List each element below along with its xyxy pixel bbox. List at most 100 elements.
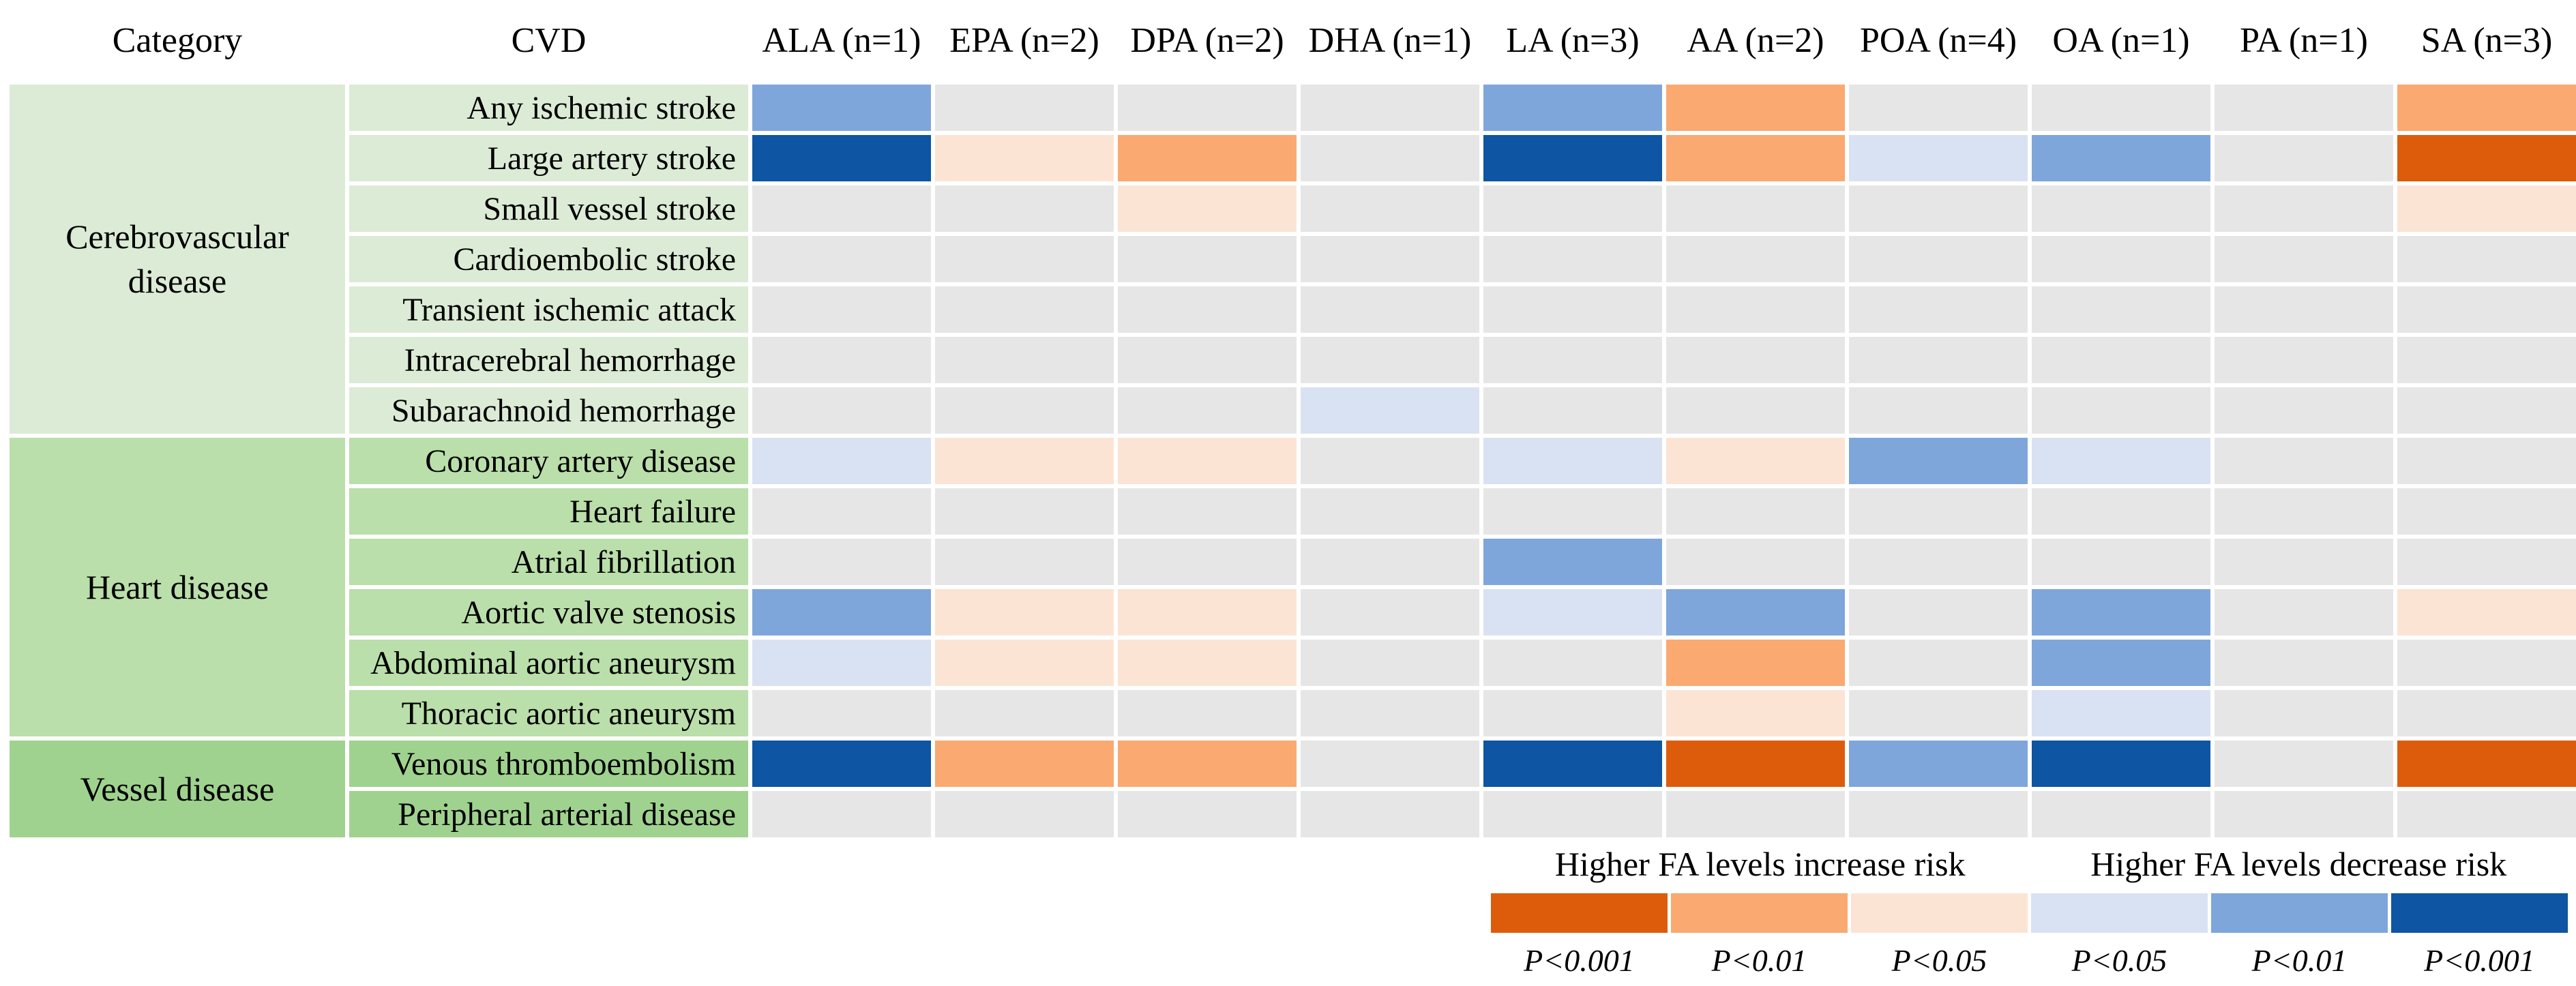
heatmap-cell <box>1666 337 1845 383</box>
cvd-row-label: Small vessel stroke <box>349 185 748 232</box>
heatmap-cell <box>1118 387 1297 434</box>
heatmap-cell <box>1666 438 1845 484</box>
heatmap-cell <box>2215 640 2393 686</box>
heatmap-cell <box>935 185 1114 232</box>
heatmap-cell <box>1118 337 1297 383</box>
legend-swatch <box>2211 893 2388 933</box>
heatmap-cell <box>1849 589 2028 636</box>
heatmap-cell <box>1849 135 2028 181</box>
heatmap-cell <box>2215 185 2393 232</box>
heatmap-cell <box>752 236 931 282</box>
fa-column-header: EPA (n=2) <box>935 0 1114 80</box>
legend-swatch <box>1491 893 1668 933</box>
heatmap-cell <box>752 791 931 837</box>
heatmap-cell <box>752 690 931 736</box>
heatmap-cell <box>935 135 1114 181</box>
heatmap-cell <box>1483 690 1662 736</box>
heatmap-cell <box>935 387 1114 434</box>
legend-p-label: P<0.01 <box>1711 943 1807 978</box>
heatmap-cell <box>1483 236 1662 282</box>
heatmap-cell <box>2032 640 2210 686</box>
heatmap-cell <box>1849 185 2028 232</box>
legend-swatch <box>1851 893 2028 933</box>
heatmap-cell <box>2032 236 2210 282</box>
heatmap-cell <box>752 640 931 686</box>
cvd-row-label: Aortic valve stenosis <box>349 589 748 636</box>
heatmap-cell <box>1666 286 1845 333</box>
heatmap-cell <box>2397 438 2576 484</box>
heatmap-cell <box>1483 337 1662 383</box>
fa-column-header: AA (n=2) <box>1666 0 1845 80</box>
heatmap-cell <box>1666 387 1845 434</box>
heatmap-cell <box>2032 589 2210 636</box>
cvd-row-label: Intracerebral hemorrhage <box>349 337 748 383</box>
heatmap-cell <box>752 185 931 232</box>
legend-p-label: P<0.05 <box>2071 943 2167 978</box>
cvd-row-label: Subarachnoid hemorrhage <box>349 387 748 434</box>
heatmap-cell <box>935 286 1114 333</box>
heatmap-cell <box>2397 337 2576 383</box>
heatmap-cell <box>1301 185 1479 232</box>
heatmap-cell <box>1666 539 1845 585</box>
heatmap-cell <box>935 539 1114 585</box>
heatmap-cell <box>2397 85 2576 131</box>
heatmap-cell <box>1118 286 1297 333</box>
heatmap-cell <box>2215 387 2393 434</box>
heatmap-cell <box>1301 337 1479 383</box>
legend: Higher FA levels increase risk Higher FA… <box>1491 844 2568 978</box>
heatmap-cell <box>2397 185 2576 232</box>
heatmap-table: Category CVD ALA (n=1) EPA (n=2) DPA (n=2) DH… <box>10 0 2576 837</box>
legend-swatch-row <box>1491 893 2568 933</box>
heatmap-cell <box>935 791 1114 837</box>
heatmap-cell <box>1301 589 1479 636</box>
heatmap-cell <box>2215 337 2393 383</box>
heatmap-cell <box>1118 85 1297 131</box>
heatmap-cell <box>2397 640 2576 686</box>
heatmap-cell <box>1666 488 1845 535</box>
heatmap-cell <box>1666 791 1845 837</box>
heatmap-cell <box>2215 135 2393 181</box>
heatmap-cell <box>752 539 931 585</box>
heatmap-cell <box>1118 488 1297 535</box>
heatmap-cell <box>2397 539 2576 585</box>
heatmap-cell <box>2032 690 2210 736</box>
heatmap-cell <box>1849 690 2028 736</box>
fa-column-header: SA (n=3) <box>2397 0 2576 80</box>
heatmap-cell <box>1666 741 1845 787</box>
category-cell: Heart disease <box>10 438 345 736</box>
fa-column-header: POA (n=4) <box>1849 0 2028 80</box>
heatmap-cell <box>1118 741 1297 787</box>
heatmap-cell <box>2397 791 2576 837</box>
heatmap-cell <box>1483 589 1662 636</box>
heatmap-cell <box>1666 135 1845 181</box>
heatmap-cell <box>1483 640 1662 686</box>
heatmap-cell <box>1849 236 2028 282</box>
legend-p-label: P<0.01 <box>2251 943 2348 978</box>
heatmap-cell <box>1301 690 1479 736</box>
heatmap-cell <box>1118 135 1297 181</box>
heatmap-cell <box>2032 286 2210 333</box>
cvd-row-label: Cardioembolic stroke <box>349 236 748 282</box>
heatmap-cell <box>1849 387 2028 434</box>
legend-p-label: P<0.001 <box>2424 943 2535 978</box>
heatmap-cell <box>1483 741 1662 787</box>
heatmap-cell <box>1483 286 1662 333</box>
legend-p-label: P<0.05 <box>1891 943 1987 978</box>
heatmap-cell <box>2215 690 2393 736</box>
heatmap-cell <box>1666 640 1845 686</box>
heatmap-cell <box>935 690 1114 736</box>
heatmap-cell <box>2215 236 2393 282</box>
heatmap-cell <box>2215 589 2393 636</box>
heatmap-cell <box>2032 135 2210 181</box>
heatmap-cell <box>1483 135 1662 181</box>
heatmap-cell <box>752 488 931 535</box>
heatmap-cell <box>1483 539 1662 585</box>
heatmap-cell <box>2032 488 2210 535</box>
heatmap-cell <box>1301 640 1479 686</box>
heatmap-cell <box>1483 438 1662 484</box>
heatmap-cell <box>1301 387 1479 434</box>
legend-p-label: P<0.001 <box>1524 943 1635 978</box>
heatmap-cell <box>2397 690 2576 736</box>
cvd-row-label: Atrial fibrillation <box>349 539 748 585</box>
fa-column-header: OA (n=1) <box>2032 0 2210 80</box>
